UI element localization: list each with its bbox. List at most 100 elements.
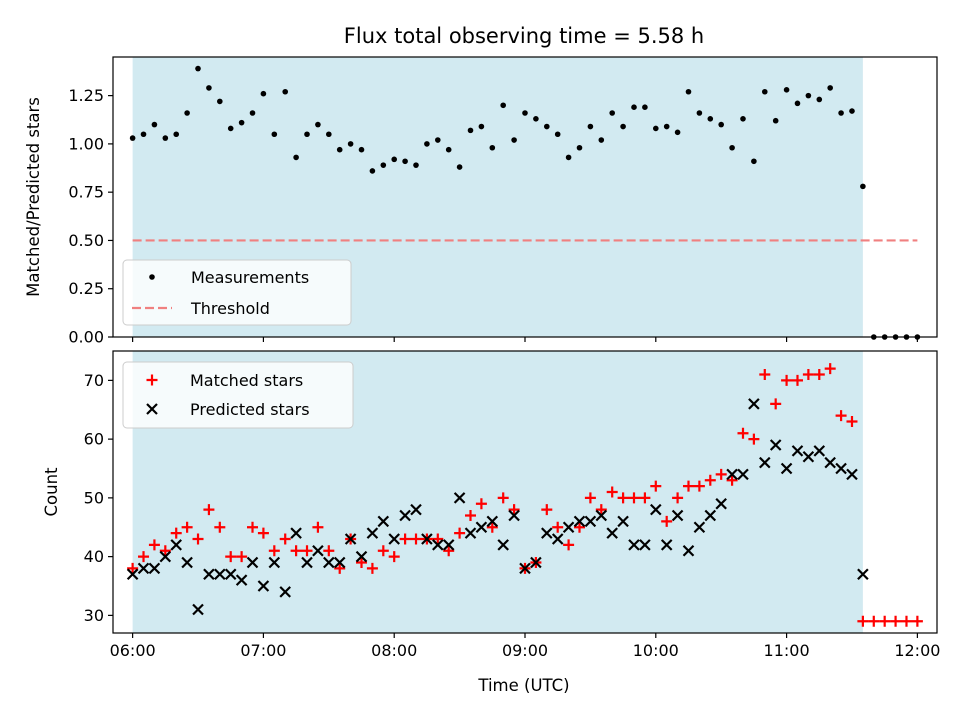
predicted-point bbox=[639, 539, 651, 551]
matched-point bbox=[693, 480, 705, 492]
matched-point bbox=[497, 492, 509, 504]
y-tick-label: 70 bbox=[84, 371, 104, 390]
y-tick-label: 0.50 bbox=[68, 231, 104, 250]
predicted-point bbox=[366, 527, 379, 539]
measurement-point bbox=[369, 168, 376, 174]
measurement-point bbox=[402, 158, 408, 165]
matched-point bbox=[268, 545, 280, 557]
measurement-point bbox=[783, 87, 790, 93]
matched-point bbox=[835, 410, 847, 422]
measurement-point bbox=[282, 88, 289, 95]
measurement-point bbox=[674, 129, 681, 136]
predicted-point bbox=[759, 456, 771, 469]
legend-label: Measurements bbox=[191, 268, 309, 287]
measurement-point bbox=[456, 164, 463, 170]
predicted-point bbox=[682, 544, 695, 557]
matched-point bbox=[802, 369, 814, 380]
matched-point bbox=[857, 615, 869, 627]
matched-point bbox=[203, 504, 215, 516]
predicted-point bbox=[224, 568, 237, 581]
predicted-point bbox=[715, 497, 727, 510]
measurement-point bbox=[772, 117, 779, 124]
matched-point bbox=[356, 557, 368, 568]
measurement-point bbox=[445, 146, 452, 153]
predicted-point bbox=[595, 509, 608, 522]
matched-point bbox=[639, 492, 651, 504]
predicted-point bbox=[268, 556, 281, 569]
measurement-point bbox=[500, 102, 507, 109]
measurement-point bbox=[598, 137, 605, 143]
matched-point bbox=[247, 521, 259, 533]
matched-point bbox=[214, 521, 226, 533]
measurement-point bbox=[609, 110, 615, 116]
predicted-point bbox=[290, 527, 302, 539]
y-tick-label: 1.25 bbox=[68, 86, 104, 105]
predicted-point bbox=[726, 468, 738, 481]
predicted-point bbox=[824, 456, 836, 469]
measurement-point bbox=[151, 121, 158, 128]
predicted-point bbox=[802, 450, 815, 463]
measurement-point bbox=[576, 144, 583, 151]
predicted-point bbox=[737, 468, 749, 481]
measurement-point bbox=[424, 141, 430, 147]
x-tick-label: 07:00 bbox=[240, 641, 286, 660]
predicted-point bbox=[660, 539, 673, 551]
matched-point bbox=[192, 533, 204, 545]
matched-point bbox=[454, 527, 466, 539]
matched-point bbox=[748, 433, 760, 445]
predicted-point bbox=[235, 574, 248, 586]
matched-point bbox=[573, 521, 585, 533]
matched-point bbox=[900, 615, 912, 627]
x-tick-label: 12:00 bbox=[894, 641, 940, 660]
y-tick-label: 0.75 bbox=[68, 183, 104, 202]
matched-point bbox=[257, 527, 269, 539]
matched-point bbox=[759, 369, 771, 380]
predicted-point bbox=[606, 527, 618, 539]
measurement-point bbox=[478, 123, 485, 130]
x-tick-label: 08:00 bbox=[371, 641, 417, 660]
matched-point bbox=[726, 474, 738, 486]
measurement-point bbox=[260, 90, 267, 97]
measurement-point bbox=[315, 121, 321, 128]
matched-point bbox=[704, 474, 716, 486]
predicted-point bbox=[813, 445, 826, 457]
matched-point bbox=[465, 510, 477, 521]
measurement-point bbox=[271, 131, 278, 138]
predicted-point bbox=[257, 580, 270, 592]
measurement-point bbox=[543, 123, 550, 130]
measurement-point bbox=[838, 110, 844, 116]
predicted-point bbox=[312, 544, 324, 557]
measurement-point bbox=[642, 104, 648, 111]
matched-point bbox=[138, 551, 150, 563]
predicted-point bbox=[148, 562, 161, 575]
predicted-point bbox=[464, 527, 477, 539]
predicted-point bbox=[323, 556, 335, 569]
measurement-point bbox=[631, 104, 637, 111]
predicted-point bbox=[671, 509, 684, 522]
measurement-point bbox=[217, 98, 223, 105]
measurement-point bbox=[304, 131, 310, 138]
predicted-point bbox=[203, 568, 215, 581]
matched-point bbox=[312, 521, 324, 533]
legend-box bbox=[122, 361, 354, 429]
measurement-point bbox=[347, 141, 354, 147]
matched-point bbox=[377, 545, 389, 557]
predicted-point bbox=[126, 568, 139, 581]
measurement-point bbox=[794, 100, 801, 107]
measurement-point bbox=[685, 88, 692, 95]
matched-point bbox=[617, 492, 629, 504]
matched-point bbox=[595, 504, 607, 516]
matched-point bbox=[868, 615, 880, 627]
predicted-point bbox=[584, 515, 597, 528]
matched-point bbox=[388, 551, 400, 563]
ratio-panel: 0.00 0.25 0.50 0.75 1.00 1.25 Matched/Predicte… bbox=[24, 56, 938, 347]
predicted-point bbox=[181, 556, 193, 569]
predicted-point bbox=[508, 509, 520, 522]
predicted-point bbox=[562, 521, 575, 534]
matched-point bbox=[443, 545, 455, 557]
predicted-point bbox=[137, 562, 150, 575]
measurement-point bbox=[652, 125, 659, 132]
matched-point bbox=[410, 533, 422, 545]
legend-label: Predicted stars bbox=[190, 400, 310, 419]
matched-point bbox=[236, 551, 248, 563]
